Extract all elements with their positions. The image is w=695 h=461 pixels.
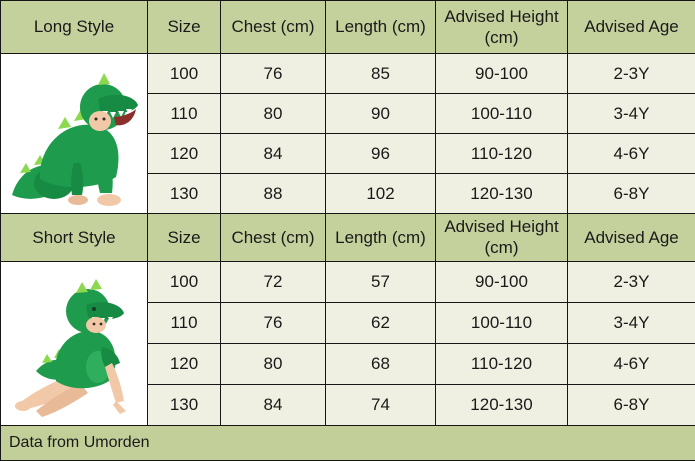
- cell-advised-height: 90-100: [436, 261, 568, 302]
- column-header-advised-height: Advised Height (cm): [436, 214, 568, 262]
- cell-length: 68: [326, 343, 436, 384]
- long-style-label: Long Style: [1, 1, 148, 54]
- column-header-advised-age: Advised Age: [568, 214, 695, 262]
- long-style-header-row: Long Style Size Chest (cm) Length (cm) A…: [1, 1, 695, 54]
- cell-size: 130: [148, 174, 221, 214]
- short-style-photo: [1, 261, 148, 425]
- cell-advised-height: 120-130: [436, 174, 568, 214]
- table-row: 100 72 57 90-100 2-3Y: [1, 261, 695, 302]
- cell-length: 57: [326, 261, 436, 302]
- column-header-size: Size: [148, 214, 221, 262]
- cell-length: 96: [326, 134, 436, 174]
- cell-length: 85: [326, 54, 436, 94]
- cell-chest: 80: [221, 343, 326, 384]
- cell-advised-height: 90-100: [436, 54, 568, 94]
- cell-size: 120: [148, 134, 221, 174]
- cell-advised-age: 4-6Y: [568, 134, 695, 174]
- column-header-chest: Chest (cm): [221, 1, 326, 54]
- cell-size: 100: [148, 261, 221, 302]
- cell-chest: 88: [221, 174, 326, 214]
- cell-size: 110: [148, 302, 221, 343]
- short-style-dinosaur-costume-illustration: [2, 263, 146, 423]
- cell-advised-height: 100-110: [436, 302, 568, 343]
- cell-advised-height: 120-130: [436, 384, 568, 425]
- column-header-size: Size: [148, 1, 221, 54]
- cell-chest: 76: [221, 54, 326, 94]
- column-header-advised-height: Advised Height (cm): [436, 1, 568, 54]
- cell-size: 110: [148, 94, 221, 134]
- long-style-dinosaur-costume-illustration: [2, 55, 146, 213]
- short-style-label: Short Style: [1, 214, 148, 262]
- cell-advised-height: 100-110: [436, 94, 568, 134]
- cell-advised-age: 3-4Y: [568, 302, 695, 343]
- cell-chest: 84: [221, 134, 326, 174]
- data-source-note: Data from Umorden: [1, 425, 695, 460]
- cell-advised-age: 6-8Y: [568, 384, 695, 425]
- cell-size: 120: [148, 343, 221, 384]
- cell-chest: 76: [221, 302, 326, 343]
- cell-advised-height: 110-120: [436, 134, 568, 174]
- cell-length: 90: [326, 94, 436, 134]
- cell-chest: 72: [221, 261, 326, 302]
- cell-advised-age: 2-3Y: [568, 54, 695, 94]
- cell-size: 130: [148, 384, 221, 425]
- column-header-chest: Chest (cm): [221, 214, 326, 262]
- cell-chest: 80: [221, 94, 326, 134]
- cell-advised-height: 110-120: [436, 343, 568, 384]
- cell-length: 62: [326, 302, 436, 343]
- cell-advised-age: 3-4Y: [568, 94, 695, 134]
- cell-length: 102: [326, 174, 436, 214]
- cell-advised-age: 6-8Y: [568, 174, 695, 214]
- short-style-header-row: Short Style Size Chest (cm) Length (cm) …: [1, 214, 695, 262]
- cell-chest: 84: [221, 384, 326, 425]
- cell-advised-age: 4-6Y: [568, 343, 695, 384]
- cell-length: 74: [326, 384, 436, 425]
- table-row: 100 76 85 90-100 2-3Y: [1, 54, 695, 94]
- column-header-length: Length (cm): [326, 1, 436, 54]
- cell-advised-age: 2-3Y: [568, 261, 695, 302]
- column-header-length: Length (cm): [326, 214, 436, 262]
- long-style-photo: [1, 54, 148, 214]
- cell-size: 100: [148, 54, 221, 94]
- footer-row: Data from Umorden: [1, 425, 695, 460]
- column-header-advised-age: Advised Age: [568, 1, 695, 54]
